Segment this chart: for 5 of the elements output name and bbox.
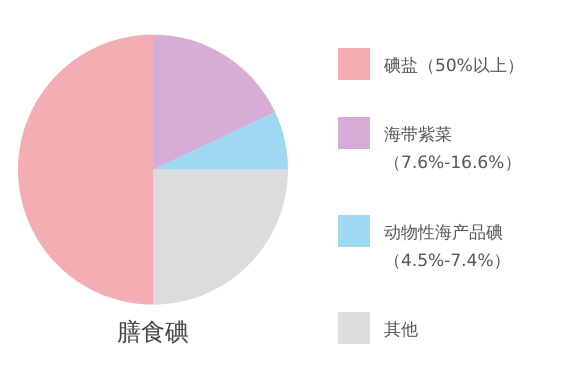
- legend-label: 碘盐（50%以上）: [384, 55, 525, 78]
- legend-label: 海带紫菜（7.6%-16.6%）: [384, 124, 522, 176]
- legend-label: 其他: [384, 318, 419, 342]
- legend-label: 动物性海产品碘（4.5%-7.4%）: [384, 222, 512, 273]
- text: 膳食碘: [117, 318, 189, 346]
